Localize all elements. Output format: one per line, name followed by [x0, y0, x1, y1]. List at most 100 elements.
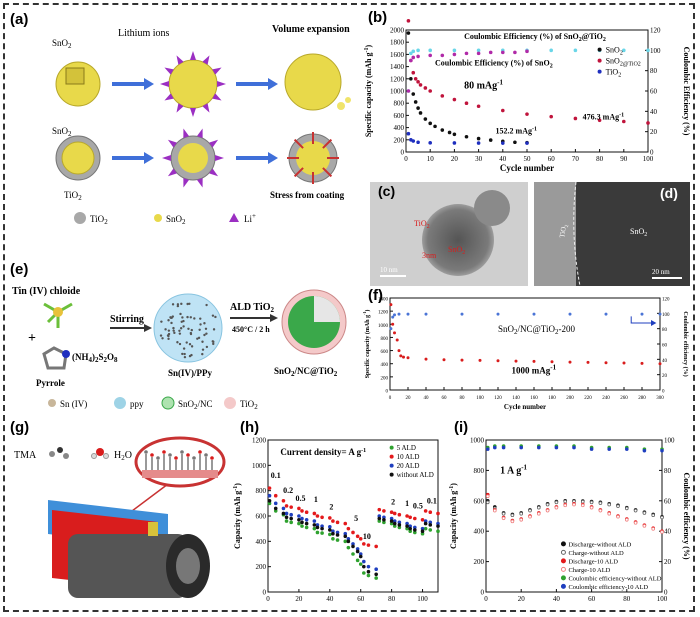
data-point — [423, 509, 428, 513]
data-point — [362, 542, 366, 546]
sn-dot — [190, 353, 193, 357]
stress-arrow — [322, 167, 333, 178]
sn-dot — [190, 328, 193, 332]
lithium-ion-icon — [196, 128, 203, 139]
y2-tick-label: 40 — [662, 359, 668, 364]
data-point — [452, 48, 457, 53]
x-tick-label: 60 — [442, 396, 448, 401]
data-point — [289, 505, 293, 509]
panel-b: 0 10 20 30 40 50 60 70 80 90 100 0 200 400 600 800 1000 1… — [362, 8, 692, 180]
panel-g-schematic: (g) TMA H2O — [10, 419, 226, 598]
data-point — [418, 111, 423, 115]
panel-e-legend: Sn (IV) ppy SnO2/NC TiO2 — [8, 392, 360, 414]
y-tick-label: 1000 — [470, 437, 485, 445]
tin-chloride-label: Tin (IV) chloide — [12, 286, 81, 297]
data-point — [328, 516, 332, 520]
panel-g: (g) TMA H2O — [8, 418, 230, 608]
y-tick-label: 400 — [381, 363, 389, 368]
stress-arrow — [322, 138, 333, 149]
x-tick-label: 30 — [475, 155, 483, 163]
data-point — [397, 312, 401, 316]
data-point — [312, 523, 317, 527]
data-point — [411, 92, 416, 96]
data-point — [622, 361, 626, 365]
lithium-ions-label: Lithium ions — [118, 28, 170, 39]
data-point — [488, 50, 493, 55]
arrow-4-head — [268, 152, 278, 164]
data-point — [621, 119, 626, 124]
data-point — [549, 48, 554, 53]
sn-dot — [173, 331, 176, 335]
data-point — [423, 117, 428, 121]
tem-d-edge — [534, 182, 576, 286]
legend-entry: Discharge-10 ALD — [568, 558, 618, 565]
stress-label: Stress from coating — [270, 190, 345, 200]
tem-particle — [422, 204, 494, 276]
annotation-ce-mid: Coulombic Efficiency (%) of SnO2 — [435, 58, 553, 69]
data-point — [501, 516, 506, 521]
data-point — [589, 447, 594, 451]
stressed-core — [296, 141, 330, 175]
sn-dot — [170, 321, 173, 325]
data-point — [320, 531, 324, 535]
y-tick-label: 800 — [394, 100, 405, 108]
data-point — [554, 445, 559, 450]
sn-dot — [201, 348, 205, 351]
data-point — [442, 358, 446, 362]
data-point — [554, 505, 559, 510]
sn-dot — [188, 302, 191, 305]
data-point — [519, 518, 523, 522]
y-tick-label: 1000 — [390, 88, 405, 96]
sn-dot — [179, 312, 182, 316]
data-point — [374, 572, 378, 577]
water-molecule — [91, 448, 109, 459]
data-point — [355, 549, 360, 554]
rate-label: 10 — [363, 532, 371, 541]
legend-entry: Coulombic efficiency-without ALD — [568, 575, 661, 582]
data-point — [464, 101, 469, 105]
data-point — [573, 48, 578, 53]
sn-dot — [171, 315, 175, 318]
x-tick-label: 60 — [357, 595, 365, 603]
data-point — [297, 521, 301, 526]
data-point — [389, 519, 394, 523]
data-point — [501, 50, 505, 55]
y2-tick-label: 40 — [650, 108, 658, 116]
y2-tick-label: 120 — [662, 298, 670, 303]
data-point — [358, 537, 363, 541]
y-tick-label: 400 — [394, 124, 405, 132]
sn-dot — [159, 334, 163, 337]
data-point — [297, 514, 301, 518]
sn-dot — [201, 352, 204, 356]
data-point — [563, 503, 567, 508]
surface-atom — [156, 456, 160, 460]
data-point — [640, 361, 644, 365]
rate-label: 2 — [391, 498, 395, 507]
y-tick-label: 600 — [474, 497, 485, 505]
data-point — [273, 501, 278, 506]
data-point — [397, 512, 402, 517]
data-point — [413, 516, 417, 521]
data-point — [328, 532, 332, 537]
chart-i: 0 20 40 60 80 1000200400600800100002040608010… — [449, 419, 691, 603]
data-point — [642, 511, 647, 515]
y-tick-label: 400 — [474, 528, 485, 536]
data-point — [343, 539, 348, 544]
ald-label: ALD TiO2 — [230, 302, 274, 314]
data-point — [416, 106, 420, 110]
data-point — [563, 499, 567, 504]
y-tick-label: 800 — [381, 337, 389, 342]
panel-a-schematic: (a) Lithium ions Volume expansion SnO2 S… — [10, 11, 351, 226]
data-point — [447, 130, 452, 135]
data-point — [331, 519, 335, 523]
rate-label: 0.5 — [295, 494, 305, 503]
data-point — [362, 564, 366, 569]
legend-sno2nc: SnO2/NC — [178, 399, 213, 411]
data-point — [646, 48, 650, 53]
legend-sn-swatch — [48, 399, 56, 407]
data-point — [304, 518, 309, 522]
sn-dots — [159, 302, 217, 359]
data-point — [406, 31, 411, 35]
data-point — [420, 518, 425, 522]
data-point — [452, 97, 457, 102]
